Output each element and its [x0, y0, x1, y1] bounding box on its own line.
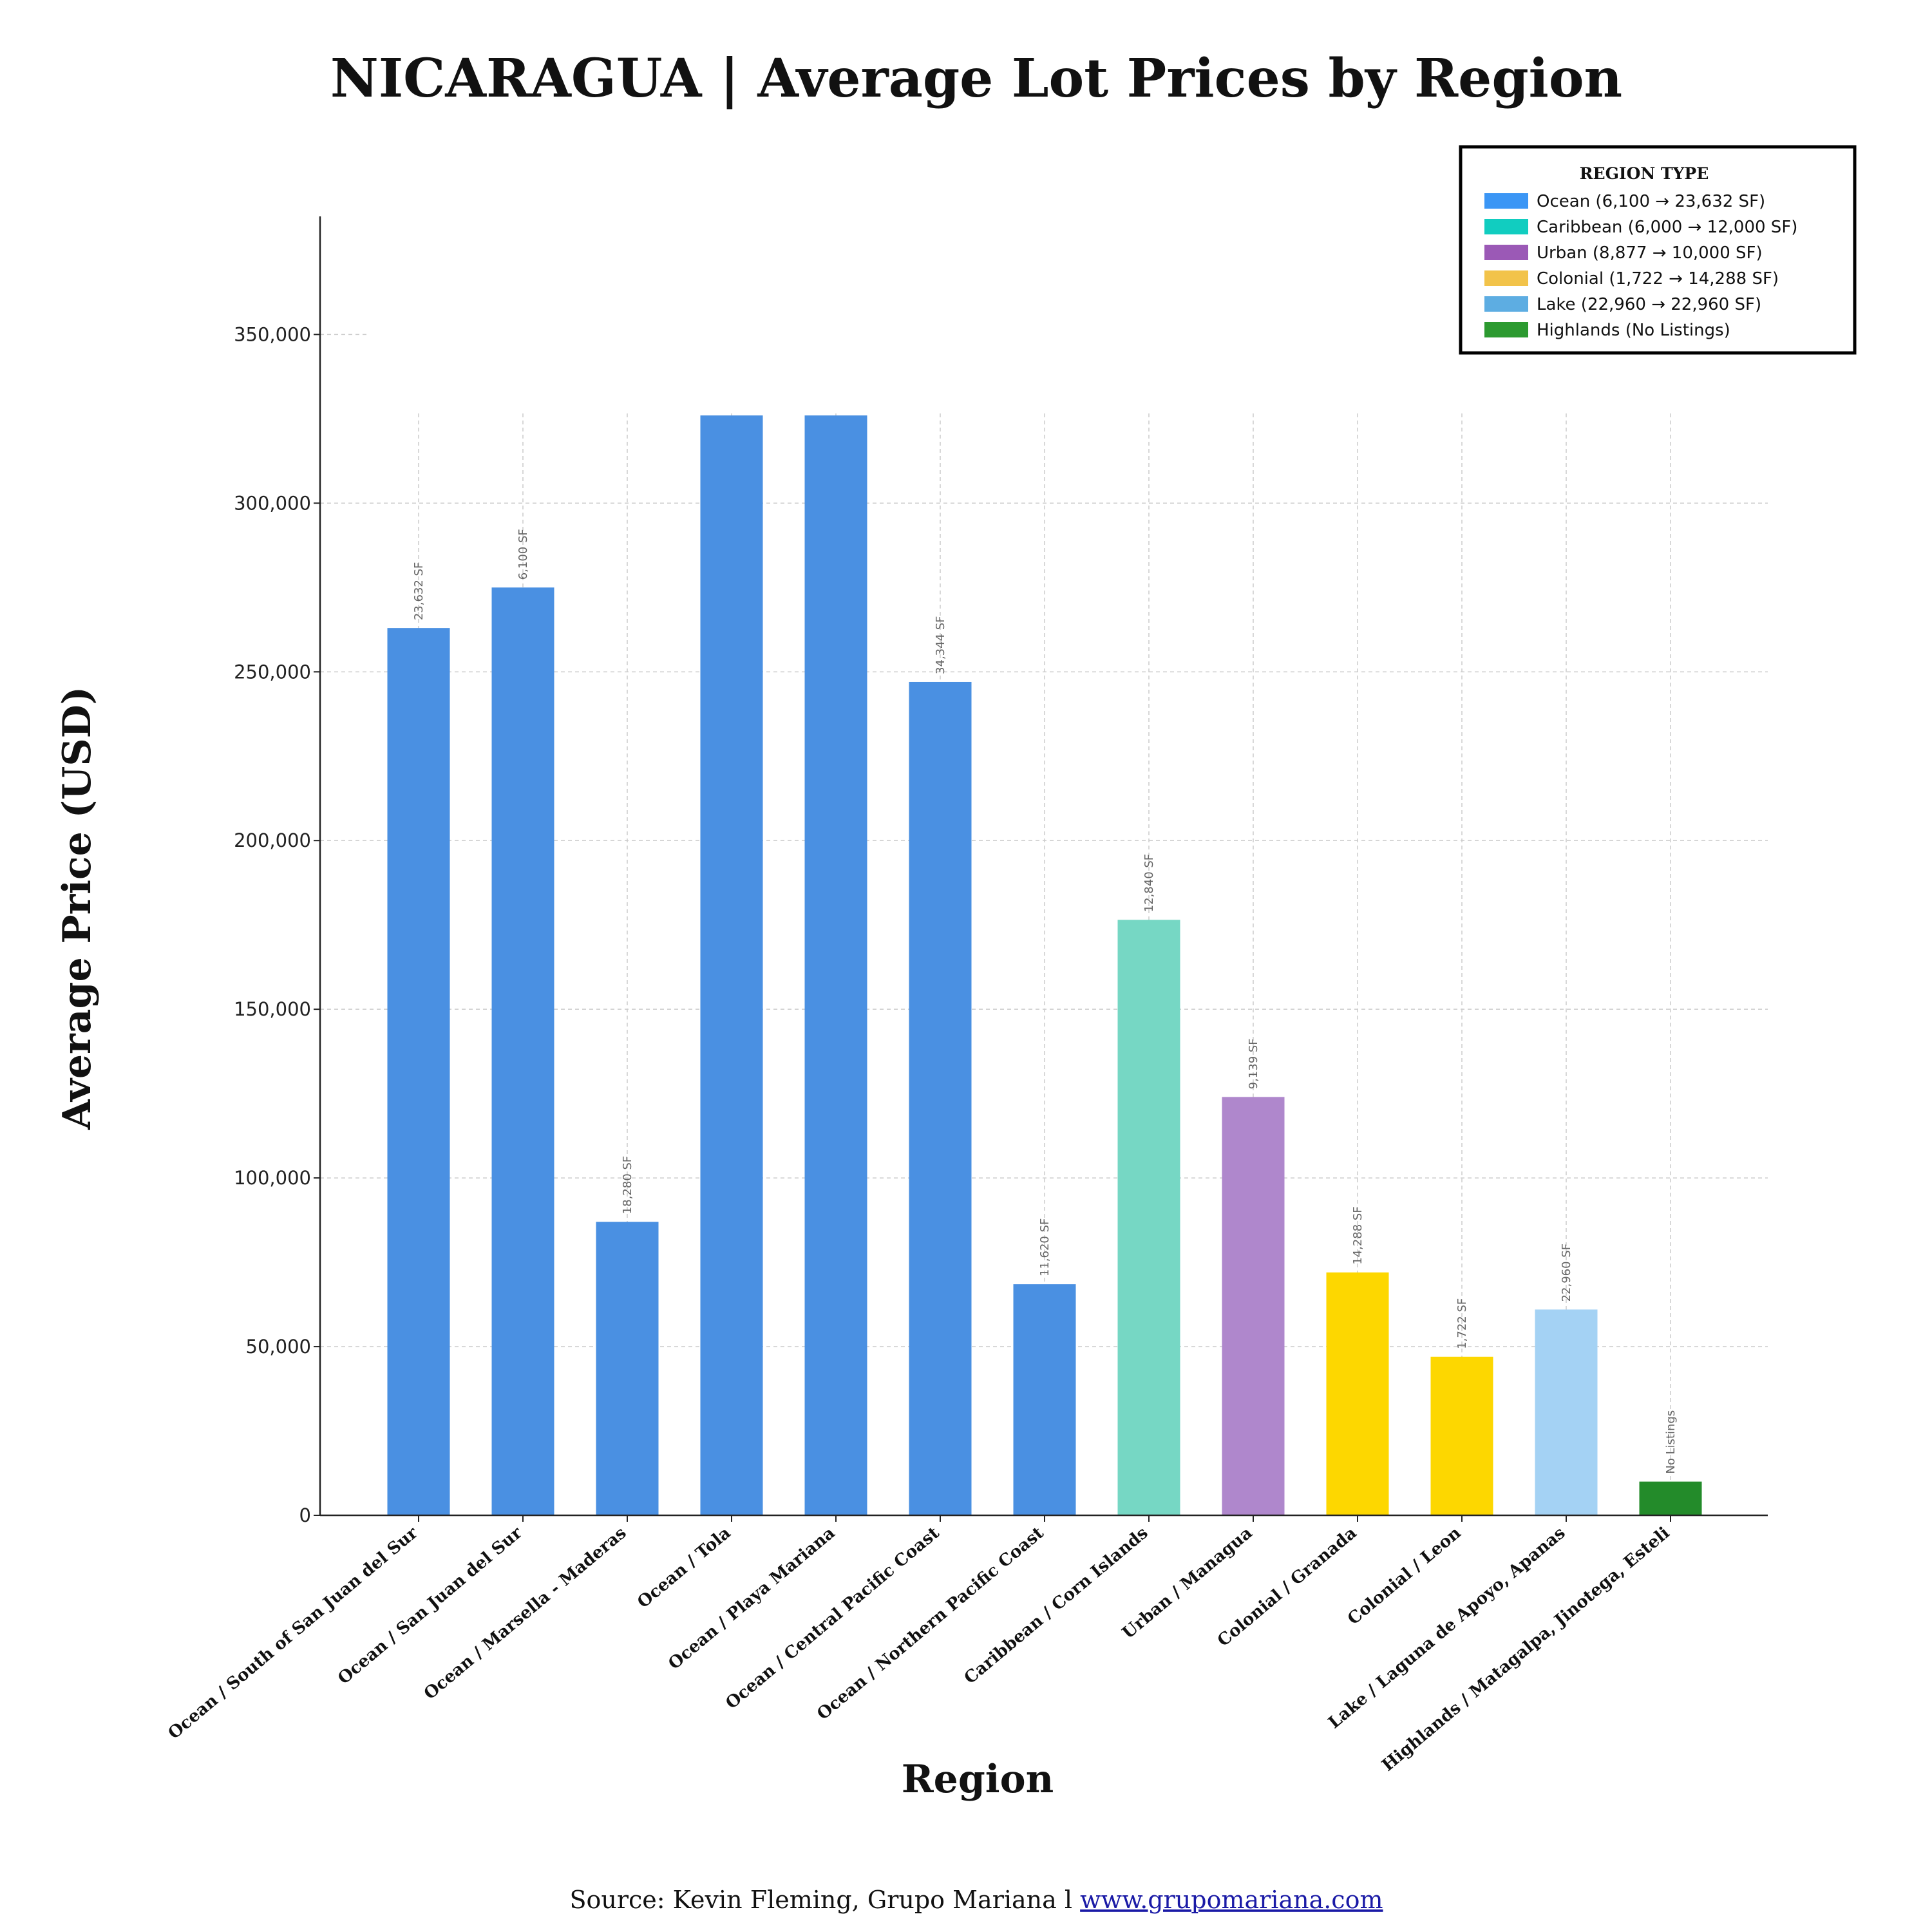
y-axis-label: Average Price (USD)	[55, 687, 100, 1130]
y-tick-label: 0	[299, 1504, 311, 1526]
grid-layer	[320, 334, 1768, 1515]
bar-value-label: 18,280 SF	[621, 1156, 634, 1214]
legend-swatch	[1484, 270, 1528, 286]
x-tick-label: Colonial / Leon	[1344, 1523, 1464, 1629]
x-tick-label: Lake / Laguna de Apoyo, Apanas	[1325, 1523, 1569, 1732]
bar-value-label: 6,100 SF	[516, 529, 530, 580]
bar-value-label: 23,632 SF	[412, 562, 426, 620]
bar	[1013, 1284, 1076, 1515]
x-tick-label: Ocean / San Juan del Sur	[334, 1523, 526, 1688]
source-link[interactable]: www.grupomariana.com	[1080, 1886, 1383, 1914]
legend-entry-label: Urban (8,877 → 10,000 SF)	[1537, 243, 1763, 263]
bar	[1117, 920, 1180, 1515]
bar	[804, 415, 867, 1516]
x-tick-label: Ocean / Tola	[634, 1523, 734, 1612]
y-tick-label: 300,000	[234, 492, 311, 514]
x-tick-label: Ocean / Northern Pacific Coast	[813, 1523, 1047, 1724]
legend-entries: Ocean (6,100 → 23,632 SF) Caribbean (6,00…	[1484, 192, 1797, 340]
x-tick-label: Ocean / Marsella - Maderas	[421, 1523, 630, 1703]
bar-value-label: 14,288 SF	[1351, 1206, 1365, 1264]
source-footer: Source: Kevin Fleming, Grupo Mariana l w…	[569, 1886, 1383, 1914]
bar-value-label: No Listings	[1664, 1410, 1678, 1474]
bar	[1535, 1309, 1598, 1515]
bar	[1430, 1356, 1493, 1515]
bar	[491, 587, 554, 1516]
legend-swatch	[1484, 296, 1528, 312]
source-text: Source: Kevin Fleming, Grupo Mariana l	[569, 1886, 1072, 1914]
bar	[596, 1222, 659, 1515]
legend-entry-label: Lake (22,960 → 22,960 SF)	[1537, 295, 1761, 314]
source-line: Source: Kevin Fleming, Grupo Mariana l w…	[569, 1886, 1383, 1914]
y-tick-label: 50,000	[246, 1336, 311, 1358]
x-axis-label: Region	[902, 1757, 1054, 1802]
y-tick-label: 350,000	[234, 323, 311, 345]
x-tick-label: Ocean / Central Pacific Coast	[722, 1523, 943, 1713]
bar-value-label: 22,960 SF	[1560, 1244, 1573, 1302]
y-tick-layer: 0 50,000 100,000 150,000 200,000 250,000 300,0…	[234, 323, 320, 1526]
y-tick-label: 100,000	[234, 1167, 311, 1189]
bar-value-label: 12,840 SF	[1142, 854, 1156, 912]
legend-entry-label: Highlands (No Listings)	[1537, 321, 1730, 340]
legend-entry-label: Ocean (6,100 → 23,632 SF)	[1537, 192, 1765, 211]
bar-value-label: 9,139 SF	[1247, 1038, 1260, 1089]
y-tick-label: 150,000	[234, 998, 311, 1020]
legend-title: REGION TYPE	[1580, 164, 1709, 183]
bar	[1326, 1272, 1389, 1515]
y-tick-label: 250,000	[234, 661, 311, 683]
bar-value-label: 1,722 SF	[1455, 1298, 1469, 1349]
bar	[700, 415, 763, 1516]
bar	[1639, 1481, 1702, 1515]
legend-swatch	[1484, 219, 1528, 234]
source-spacer	[1072, 1886, 1080, 1914]
chart-title: NICARAGUA | Average Lot Prices by Region	[330, 48, 1622, 109]
legend: REGION TYPE Ocean (6,100 → 23,632 SF) Car…	[1459, 145, 1857, 355]
bar	[909, 681, 972, 1515]
legend-entry-label: Colonial (1,722 → 14,288 SF)	[1537, 269, 1779, 289]
bar	[1222, 1097, 1285, 1515]
bar-label-layer: 23,632 SF 6,100 SF 18,280 SF 34,344 SF 11,62…	[412, 529, 1678, 1473]
bar-value-label: 34,344 SF	[934, 616, 947, 674]
x-tick-label: Caribbean / Corn Islands	[961, 1523, 1152, 1688]
bars-layer	[387, 415, 1702, 1516]
legend-swatch	[1484, 245, 1528, 260]
legend-entry-label: Caribbean (6,000 → 12,000 SF)	[1537, 218, 1797, 237]
bar-value-label: 11,620 SF	[1038, 1218, 1052, 1276]
legend-swatch	[1484, 193, 1528, 209]
y-tick-label: 200,000	[234, 829, 311, 851]
legend-swatch	[1484, 322, 1528, 337]
bar	[387, 628, 450, 1515]
x-tick-label: Ocean / Playa Mariana	[665, 1523, 838, 1674]
